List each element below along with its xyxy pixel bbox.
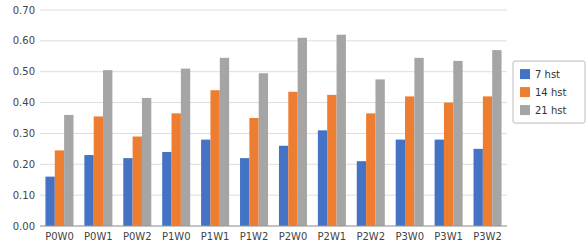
bar bbox=[318, 130, 327, 226]
bar bbox=[220, 58, 229, 226]
x-tick-label: P0W2 bbox=[123, 231, 152, 242]
grid-line bbox=[40, 40, 507, 41]
bar bbox=[142, 98, 151, 226]
x-tick-label: P1W1 bbox=[201, 231, 230, 242]
bar bbox=[375, 79, 384, 226]
bar bbox=[201, 140, 210, 226]
bar bbox=[210, 90, 219, 226]
bar bbox=[453, 61, 462, 226]
bar bbox=[474, 149, 483, 226]
x-tick-label: P1W0 bbox=[162, 231, 191, 242]
bar bbox=[123, 158, 132, 226]
y-tick-label: 0.50 bbox=[13, 66, 35, 77]
grid-line bbox=[40, 226, 507, 227]
legend: 7 hst 14 hst 21 hst bbox=[513, 61, 585, 123]
bar bbox=[45, 177, 54, 226]
x-tick-label: P0W1 bbox=[84, 231, 113, 242]
y-tick-label: 0.30 bbox=[13, 128, 35, 139]
x-tick-label: P2W1 bbox=[318, 231, 347, 242]
y-tick-label: 0.20 bbox=[13, 159, 35, 170]
chart: 0.00 0.10 0.20 0.30 0.40 0.50 0.60 0.70 P0W0 P0W1… bbox=[0, 0, 587, 250]
bar bbox=[483, 96, 492, 226]
x-tick-label: P0W0 bbox=[45, 231, 74, 242]
y-tick-label: 0.70 bbox=[13, 5, 35, 16]
bar bbox=[357, 161, 366, 226]
legend-label: 7 hst bbox=[535, 69, 560, 80]
bar bbox=[435, 140, 444, 226]
bar bbox=[172, 113, 181, 226]
bar bbox=[64, 115, 73, 226]
bar bbox=[288, 92, 297, 226]
x-tick-label: P1W2 bbox=[240, 231, 269, 242]
x-tick-label: P3W2 bbox=[473, 231, 502, 242]
x-tick-label: P3W1 bbox=[434, 231, 463, 242]
bar bbox=[55, 150, 64, 226]
bar bbox=[103, 70, 112, 226]
y-tick-label: 0.00 bbox=[13, 221, 35, 232]
legend-swatch bbox=[520, 87, 530, 97]
bar bbox=[249, 118, 258, 226]
x-tick-label: P2W0 bbox=[279, 231, 308, 242]
bar bbox=[259, 73, 268, 226]
y-tick-label: 0.10 bbox=[13, 190, 35, 201]
bar bbox=[492, 50, 501, 226]
x-tick-label: P3W0 bbox=[395, 231, 424, 242]
bar bbox=[405, 96, 414, 226]
grid-line bbox=[40, 10, 507, 11]
x-axis-line bbox=[40, 226, 507, 227]
bar bbox=[162, 152, 171, 226]
bar bbox=[366, 113, 375, 226]
bar bbox=[94, 116, 103, 226]
legend-label: 14 hst bbox=[535, 87, 566, 98]
legend-swatch bbox=[520, 69, 530, 79]
y-tick-label: 0.60 bbox=[13, 35, 35, 46]
bar bbox=[444, 103, 453, 226]
bar bbox=[240, 158, 249, 226]
legend-label: 21 hst bbox=[535, 105, 566, 116]
bar bbox=[84, 155, 93, 226]
bar bbox=[298, 38, 307, 226]
legend-swatch bbox=[520, 105, 530, 115]
legend-frame bbox=[513, 61, 585, 123]
bar bbox=[181, 69, 190, 226]
bar bbox=[396, 140, 405, 226]
bar bbox=[327, 95, 336, 226]
bar bbox=[414, 58, 423, 226]
bars bbox=[45, 35, 501, 226]
bar bbox=[337, 35, 346, 226]
bar bbox=[133, 137, 142, 226]
x-tick-label: P2W2 bbox=[356, 231, 385, 242]
bar bbox=[279, 146, 288, 226]
y-tick-label: 0.40 bbox=[13, 97, 35, 108]
grid bbox=[40, 10, 507, 226]
